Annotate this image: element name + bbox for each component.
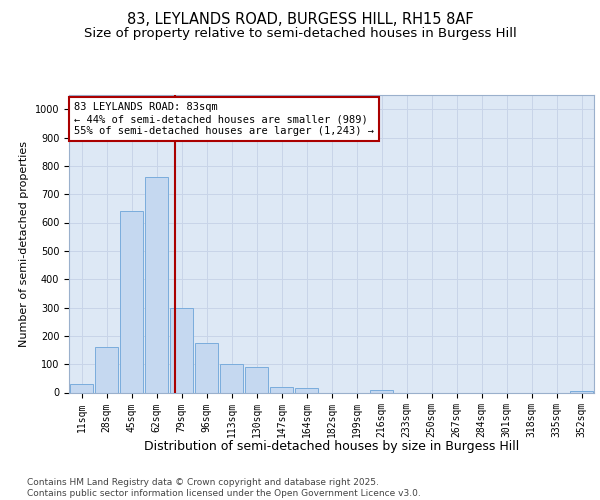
Bar <box>145 177 169 392</box>
X-axis label: Distribution of semi-detached houses by size in Burgess Hill: Distribution of semi-detached houses by … <box>144 440 519 453</box>
Text: 83 LEYLANDS ROAD: 83sqm
← 44% of semi-detached houses are smaller (989)
55% of s: 83 LEYLANDS ROAD: 83sqm ← 44% of semi-de… <box>74 102 374 136</box>
Bar <box>295 388 319 392</box>
Bar <box>95 347 118 393</box>
Bar <box>269 387 293 392</box>
Bar <box>245 367 268 392</box>
Text: Contains HM Land Registry data © Crown copyright and database right 2025.
Contai: Contains HM Land Registry data © Crown c… <box>27 478 421 498</box>
Bar <box>569 391 593 392</box>
Y-axis label: Number of semi-detached properties: Number of semi-detached properties <box>19 141 29 347</box>
Bar <box>119 211 143 392</box>
Text: Size of property relative to semi-detached houses in Burgess Hill: Size of property relative to semi-detach… <box>83 28 517 40</box>
Bar <box>220 364 244 392</box>
Bar <box>194 343 218 392</box>
Bar <box>170 308 193 392</box>
Text: 83, LEYLANDS ROAD, BURGESS HILL, RH15 8AF: 83, LEYLANDS ROAD, BURGESS HILL, RH15 8A… <box>127 12 473 28</box>
Bar <box>370 390 394 392</box>
Bar <box>70 384 94 392</box>
